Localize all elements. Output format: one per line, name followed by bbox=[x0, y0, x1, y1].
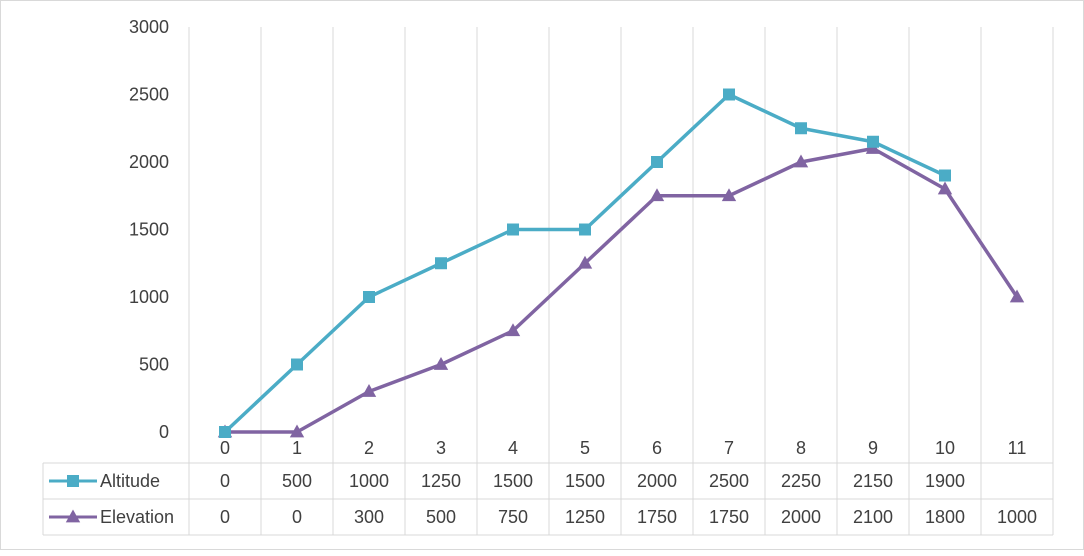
x-tick-label: 3 bbox=[436, 438, 446, 458]
altitude-table-value: 2000 bbox=[637, 471, 677, 491]
elevation-table-value: 1000 bbox=[997, 507, 1037, 527]
y-tick-label: 500 bbox=[139, 355, 169, 375]
x-tick-label: 5 bbox=[580, 438, 590, 458]
elevation-series bbox=[217, 141, 1025, 438]
elevation-table-value: 750 bbox=[498, 507, 528, 527]
y-tick-label: 1500 bbox=[129, 220, 169, 240]
y-axis-ticks: 0 500 1000 1500 2000 2500 3000 bbox=[129, 17, 169, 442]
altitude-legend-marker bbox=[67, 475, 79, 487]
altitude-point bbox=[651, 156, 663, 168]
elevation-point bbox=[289, 424, 305, 438]
x-tick-label: 10 bbox=[935, 438, 955, 458]
elevation-table-value: 1800 bbox=[925, 507, 965, 527]
elevation-table-value: 0 bbox=[220, 507, 230, 527]
elevation-point bbox=[793, 154, 809, 168]
elevation-point bbox=[505, 323, 521, 337]
altitude-table-value: 500 bbox=[282, 471, 312, 491]
altitude-point bbox=[219, 426, 231, 438]
x-tick-label: 4 bbox=[508, 438, 518, 458]
x-tick-label: 9 bbox=[868, 438, 878, 458]
x-tick-label: 6 bbox=[652, 438, 662, 458]
altitude-point bbox=[867, 135, 879, 148]
altitude-table-value: 2150 bbox=[853, 471, 893, 491]
elevation-table-value: 1750 bbox=[637, 507, 677, 527]
elevation-table-value: 2000 bbox=[781, 507, 821, 527]
elevation-point bbox=[433, 357, 449, 370]
elevation-legend-label: Elevation bbox=[100, 507, 174, 527]
altitude-table-value: 2250 bbox=[781, 471, 821, 491]
altitude-point bbox=[291, 358, 303, 371]
elevation-point bbox=[577, 255, 593, 269]
elevation-legend-marker bbox=[65, 509, 81, 523]
y-tick-label: 2000 bbox=[129, 152, 169, 172]
altitude-point bbox=[579, 223, 591, 236]
elevation-table-value: 300 bbox=[354, 507, 384, 527]
altitude-point bbox=[723, 88, 735, 101]
elevation-table-value: 1250 bbox=[565, 507, 605, 527]
altitude-point bbox=[507, 223, 519, 236]
elevation-table-value: 2100 bbox=[853, 507, 893, 527]
altitude-series bbox=[219, 88, 951, 438]
elevation-point bbox=[937, 181, 953, 195]
elevation-table-value: 500 bbox=[426, 507, 456, 527]
x-tick-label: 1 bbox=[292, 438, 302, 458]
altitude-legend-label: Altitude bbox=[100, 471, 160, 491]
elevation-table-value: 0 bbox=[292, 507, 302, 527]
altitude-table-value: 1250 bbox=[421, 471, 461, 491]
elevation-table-value: 1750 bbox=[709, 507, 749, 527]
x-tick-label: 0 bbox=[220, 438, 230, 458]
elevation-point bbox=[361, 384, 377, 397]
elevation-point bbox=[721, 188, 737, 202]
x-tick-label: 11 bbox=[1008, 438, 1027, 458]
altitude-table-value: 1500 bbox=[493, 471, 533, 491]
y-tick-label: 1000 bbox=[129, 287, 169, 307]
x-tick-label: 7 bbox=[724, 438, 734, 458]
altitude-table-value: 1500 bbox=[565, 471, 605, 491]
x-axis-ticks: 0 1 2 3 4 5 6 7 8 9 10 11 bbox=[220, 438, 1026, 458]
data-table: Altitude 0 500 1000 1250 1500 1500 2000 2500 2250… bbox=[42, 432, 1054, 536]
series-layer bbox=[217, 88, 1025, 438]
altitude-point bbox=[795, 122, 807, 135]
altitude-point bbox=[435, 257, 447, 270]
altitude-table-value: 2500 bbox=[709, 471, 749, 491]
altitude-point bbox=[363, 291, 375, 303]
altitude-table-value: 0 bbox=[220, 471, 230, 491]
y-tick-label: 2500 bbox=[129, 85, 169, 105]
altitude-table-value: 1900 bbox=[925, 471, 965, 491]
x-tick-label: 2 bbox=[364, 438, 374, 458]
altitude-table-value: 1000 bbox=[349, 471, 389, 491]
y-tick-label: 3000 bbox=[129, 17, 169, 37]
altitude-point bbox=[939, 169, 951, 182]
elevation-point bbox=[649, 188, 665, 202]
x-tick-label: 8 bbox=[796, 438, 806, 458]
elevation-line bbox=[225, 146, 1019, 434]
y-tick-label: 0 bbox=[159, 422, 169, 442]
elevation-point bbox=[1009, 289, 1025, 303]
